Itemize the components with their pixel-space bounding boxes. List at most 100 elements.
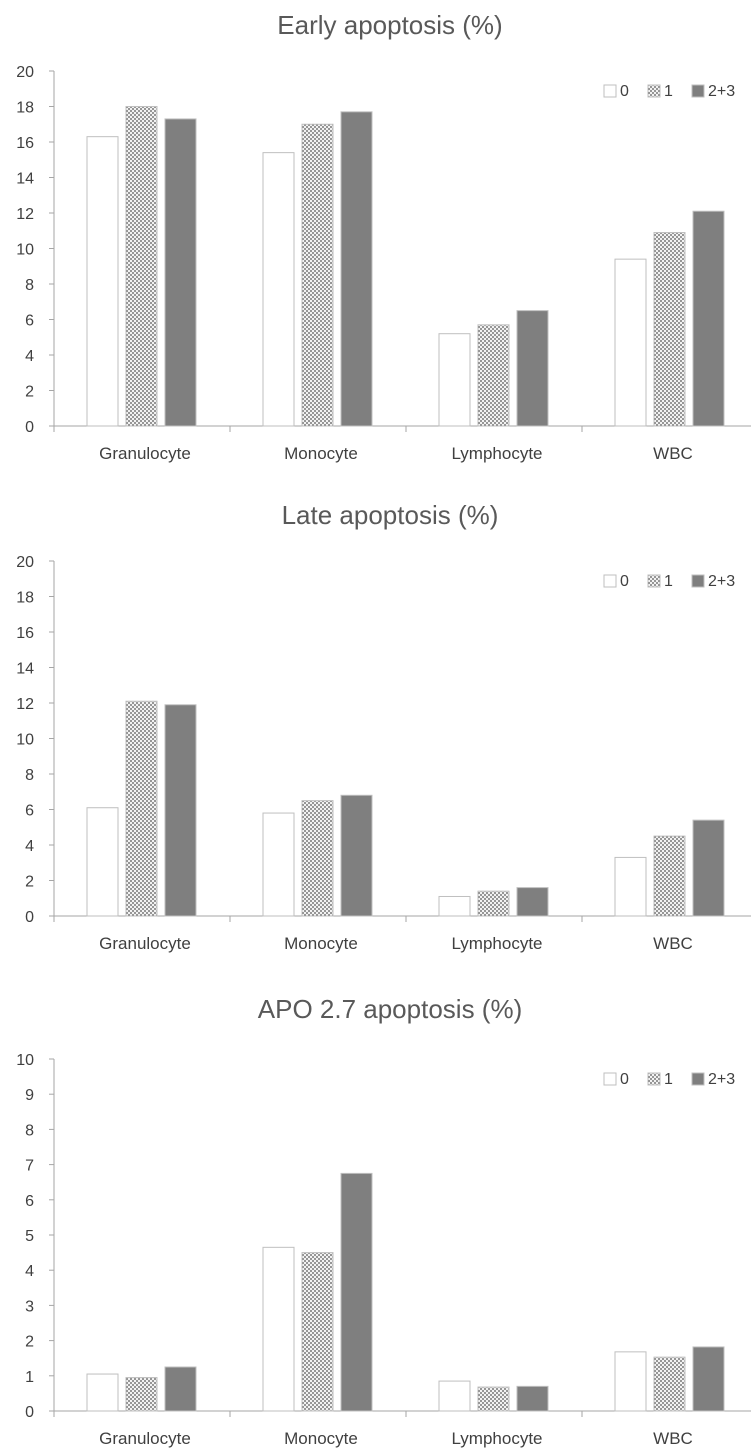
plot-area: 0 2 4 6 8 10 12 14 16 18 20 Granulocyte Monocyte Lymp…: [16, 64, 751, 463]
bar-lymphocyte-series-2: [516, 887, 549, 917]
bar-lymphocyte-series-0: [438, 895, 471, 917]
x-category-label: Lymphocyte: [451, 934, 542, 953]
bar-wbc-series-2: [692, 819, 725, 917]
y-tick-label: 4: [25, 838, 34, 855]
legend-label: 2+3: [708, 83, 735, 100]
bar-wbc-series-2: [692, 210, 725, 427]
bar-wbc-series-1: [653, 1356, 686, 1412]
early-apoptosis-chart-svg: Early apoptosis (%) 0 2 4 6 8 10 12 14 16 18 20 Gra…: [16, 10, 751, 463]
y-tick-label: 9: [25, 1087, 34, 1104]
y-tick-label: 7: [25, 1158, 34, 1175]
y-tick-label: 6: [25, 313, 34, 330]
bar-granulocyte-series-0: [86, 807, 119, 917]
apo27-apoptosis-chart: APO 2.7 apoptosis (%) 0 1 2 3 4 5 6 7 8 9 10 Granul…: [0, 980, 751, 1450]
y-tick-label: 3: [25, 1298, 34, 1315]
bar-monocyte-series-1: [301, 800, 334, 917]
bar-monocyte-series-1: [301, 1252, 334, 1412]
y-tick-label: 16: [16, 625, 34, 642]
bar-wbc-series-2: [692, 1346, 725, 1412]
bar-monocyte-series-0: [262, 812, 295, 917]
x-category-label: Monocyte: [284, 1429, 358, 1448]
x-category-label: WBC: [653, 934, 693, 953]
bar-lymphocyte-series-0: [438, 333, 471, 427]
y-tick-label: 2: [25, 1334, 34, 1351]
legend-label: 2+3: [708, 1071, 735, 1088]
legend-swatch: [603, 84, 617, 98]
y-tick-label: 14: [16, 171, 34, 188]
late-apoptosis-chart-svg: Late apoptosis (%) 02468101214161820Gran…: [16, 500, 751, 953]
legend-swatch: [647, 1072, 661, 1086]
y-tick-label: 2: [25, 874, 34, 891]
x-category-label: Monocyte: [284, 934, 358, 953]
bar-lymphocyte-series-2: [516, 310, 549, 427]
bar-wbc-series-1: [653, 232, 686, 427]
legend-label: 0: [620, 573, 629, 590]
chart-title: APO 2.7 apoptosis (%): [258, 994, 522, 1024]
y-tick-label: 4: [25, 1263, 34, 1280]
y-tick-label: 8: [25, 277, 34, 294]
bar-lymphocyte-series-0: [438, 1380, 471, 1412]
bar-monocyte-series-1: [301, 123, 334, 427]
y-tick-label: 8: [25, 1122, 34, 1139]
y-tick-label: 6: [25, 1193, 34, 1210]
legend-label: 1: [664, 83, 673, 100]
y-tick-label: 16: [16, 135, 34, 152]
bar-monocyte-series-2: [340, 1172, 373, 1412]
y-tick-label: 0: [25, 909, 34, 926]
legend-label: 1: [664, 1071, 673, 1088]
bar-lymphocyte-series-1: [477, 890, 510, 917]
bar-lymphocyte-series-1: [477, 324, 510, 427]
chart-title: Late apoptosis (%): [282, 500, 499, 530]
y-tick-label: 8: [25, 767, 34, 784]
bar-wbc-series-0: [614, 856, 647, 917]
y-tick-label: 18: [16, 100, 34, 117]
y-tick-label: 5: [25, 1228, 34, 1245]
bar-granulocyte-series-0: [86, 136, 119, 427]
bar-monocyte-series-0: [262, 152, 295, 427]
bar-lymphocyte-series-2: [516, 1385, 549, 1412]
bar-monocyte-series-0: [262, 1246, 295, 1412]
chart-title: Early apoptosis (%): [277, 10, 502, 40]
legend-label: 0: [620, 1071, 629, 1088]
legend-label: 2+3: [708, 573, 735, 590]
y-tick-label: 10: [16, 732, 34, 749]
x-category-label: Monocyte: [284, 444, 358, 463]
bar-granulocyte-series-1: [125, 1377, 158, 1412]
y-tick-label: 20: [16, 64, 34, 81]
legend-swatch: [691, 84, 705, 98]
bar-wbc-series-1: [653, 835, 686, 917]
bar-wbc-series-0: [614, 258, 647, 427]
x-category-label: Granulocyte: [99, 1429, 191, 1448]
bar-wbc-series-0: [614, 1351, 647, 1412]
legend-swatch: [691, 1072, 705, 1086]
y-tick-label: 2: [25, 384, 34, 401]
legend-swatch: [647, 84, 661, 98]
y-tick-label: 10: [16, 242, 34, 259]
bar-granulocyte-series-1: [125, 106, 158, 427]
y-tick-label: 0: [25, 1404, 34, 1421]
bar-granulocyte-series-0: [86, 1373, 119, 1412]
y-tick-label: 4: [25, 348, 34, 365]
apo27-apoptosis-chart-svg: APO 2.7 apoptosis (%) 012345678910Granul…: [16, 994, 751, 1448]
y-tick-label: 14: [16, 661, 34, 678]
y-tick-label: 10: [16, 1052, 34, 1069]
x-category-label: WBC: [653, 1429, 693, 1448]
x-category-label: Granulocyte: [99, 444, 191, 463]
x-category-label: Granulocyte: [99, 934, 191, 953]
y-tick-label: 20: [16, 554, 34, 571]
x-category-label: Lymphocyte: [451, 1429, 542, 1448]
bar-granulocyte-series-1: [125, 700, 158, 917]
legend-swatch: [647, 574, 661, 588]
early-apoptosis-chart: Early apoptosis (%) 0 2 4 6 8 10 12 14 16 18 20 Gra…: [0, 0, 751, 475]
bar-lymphocyte-series-1: [477, 1386, 510, 1412]
y-tick-label: 6: [25, 803, 34, 820]
legend-swatch: [603, 1072, 617, 1086]
y-tick-label: 0: [25, 419, 34, 436]
y-tick-label: 1: [25, 1369, 34, 1386]
y-tick-label: 12: [16, 206, 34, 223]
x-category-label: Lymphocyte: [451, 444, 542, 463]
bar-granulocyte-series-2: [164, 1366, 197, 1412]
y-tick-label: 12: [16, 696, 34, 713]
